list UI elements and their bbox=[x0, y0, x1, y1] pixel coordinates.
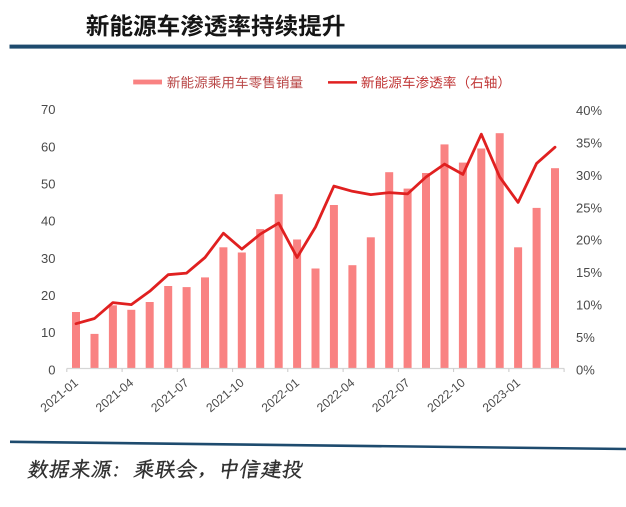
svg-text:0%: 0% bbox=[576, 362, 595, 377]
svg-text:10%: 10% bbox=[576, 298, 602, 313]
svg-text:2023-01: 2023-01 bbox=[480, 375, 523, 415]
svg-text:70: 70 bbox=[41, 102, 55, 117]
svg-text:30: 30 bbox=[41, 251, 55, 266]
svg-text:2021-01: 2021-01 bbox=[38, 375, 81, 415]
svg-text:35%: 35% bbox=[576, 135, 602, 150]
svg-text:2022-07: 2022-07 bbox=[369, 375, 412, 415]
svg-text:40: 40 bbox=[41, 214, 55, 229]
svg-text:25%: 25% bbox=[576, 200, 602, 215]
svg-text:2021-10: 2021-10 bbox=[203, 375, 246, 415]
svg-text:2022-04: 2022-04 bbox=[314, 375, 357, 415]
svg-text:2021-07: 2021-07 bbox=[148, 375, 191, 415]
svg-text:2021-04: 2021-04 bbox=[93, 375, 136, 415]
svg-text:60: 60 bbox=[41, 139, 55, 154]
svg-text:2022-10: 2022-10 bbox=[425, 375, 468, 415]
svg-text:5%: 5% bbox=[576, 330, 595, 345]
svg-text:20: 20 bbox=[41, 288, 55, 303]
svg-text:30%: 30% bbox=[576, 168, 602, 183]
svg-text:0: 0 bbox=[48, 362, 55, 377]
svg-text:15%: 15% bbox=[576, 265, 602, 280]
svg-text:20%: 20% bbox=[576, 233, 602, 248]
svg-text:50: 50 bbox=[41, 176, 55, 191]
svg-text:10: 10 bbox=[41, 325, 55, 340]
svg-text:40%: 40% bbox=[576, 103, 602, 118]
svg-text:2022-01: 2022-01 bbox=[259, 375, 302, 415]
